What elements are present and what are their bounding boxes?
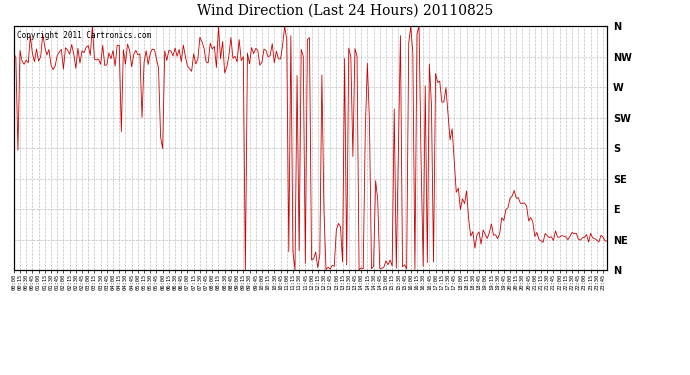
Text: Copyright 2011 Cartronics.com: Copyright 2011 Cartronics.com [17,31,151,40]
Text: Wind Direction (Last 24 Hours) 20110825: Wind Direction (Last 24 Hours) 20110825 [197,4,493,18]
